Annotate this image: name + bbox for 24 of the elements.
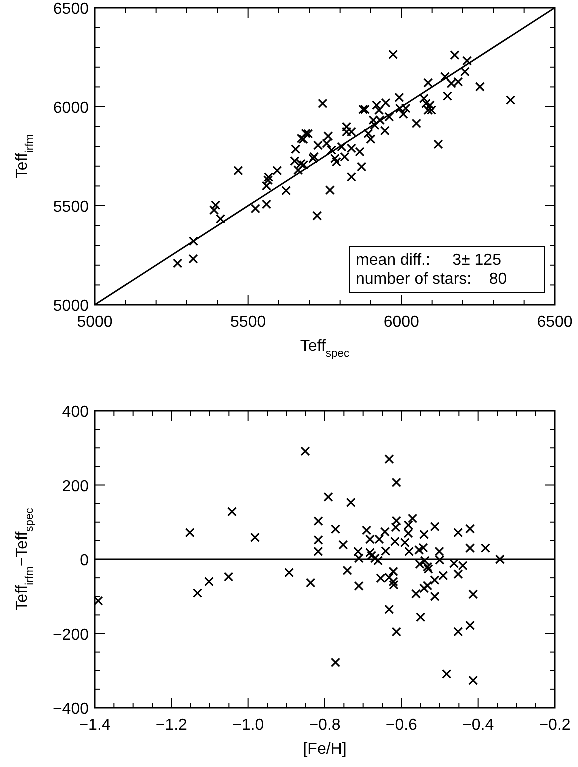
y-tick-label: 200 — [62, 478, 90, 496]
x-tick-label: 5500 — [230, 314, 266, 331]
y-tick-label: 400 — [62, 404, 90, 421]
x-axis-title: Teff$_{spec}$ — [300, 338, 350, 360]
y-tick-label: −200 — [52, 626, 90, 644]
x-tick-label: −0.6 — [386, 717, 418, 734]
annotation: mean diff.: 3± 125 — [356, 252, 502, 269]
x-tick-label: −1.0 — [232, 717, 264, 734]
x-axis-title: [Fe/H] — [303, 741, 347, 758]
annotation: number of stars: 80 — [356, 271, 508, 288]
y-tick-label: 6000 — [53, 100, 90, 117]
x-tick-label: −1.2 — [156, 717, 188, 734]
y-tick-label: 6500 — [53, 1, 90, 18]
x-tick-label: 6000 — [384, 314, 420, 331]
x-tick-label: −1.4 — [79, 717, 111, 734]
x-tick-label: −0.4 — [462, 717, 494, 734]
x-tick-label: −0.2 — [539, 717, 571, 734]
y-tick-label: −400 — [52, 701, 90, 718]
x-tick-label: 5000 — [77, 314, 113, 331]
y-tick-label: 0 — [80, 552, 90, 570]
y-tick-label: 5000 — [53, 298, 90, 315]
y-tick-label: 5500 — [53, 199, 90, 216]
x-tick-label: 6500 — [537, 314, 573, 331]
x-tick-label: −0.8 — [309, 717, 341, 734]
